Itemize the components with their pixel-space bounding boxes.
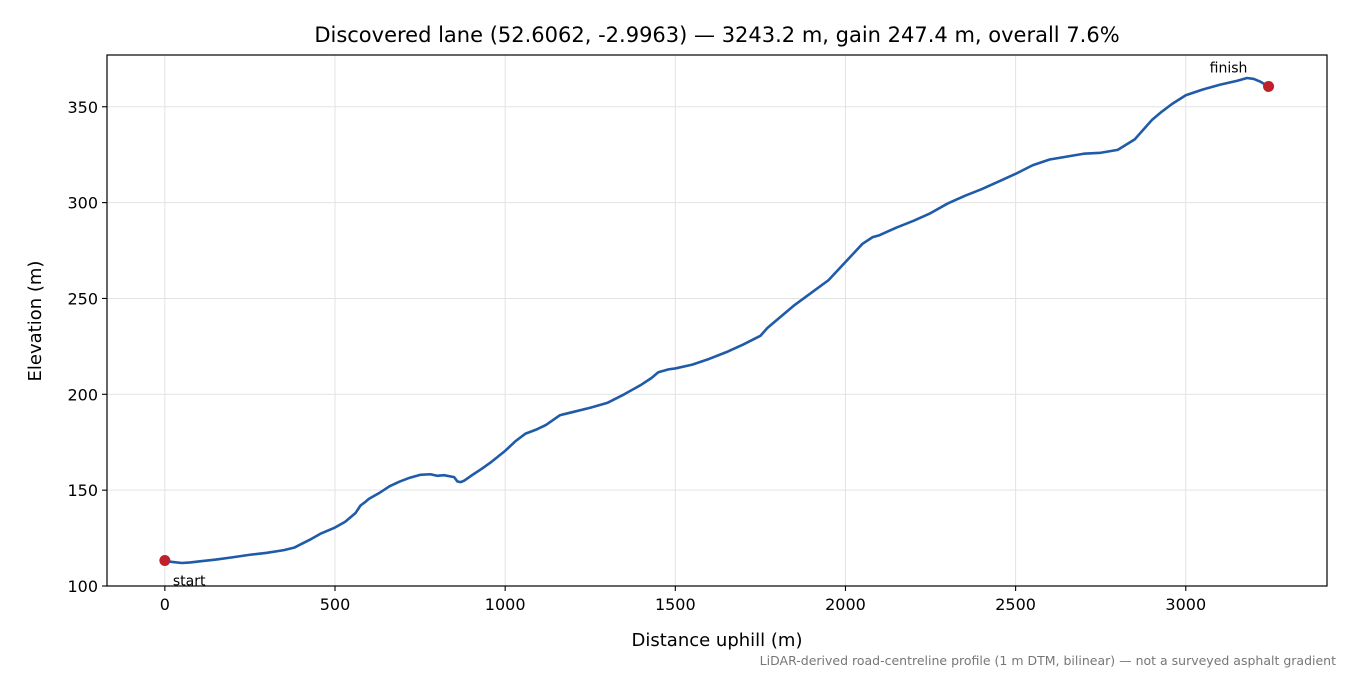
x-axis-ticks: 0 500 1000 1500 2000 2500 3000 bbox=[160, 586, 1206, 614]
x-gridlines bbox=[164, 55, 1187, 586]
footnote: LiDAR-derived road-centreline profile (1… bbox=[760, 653, 1336, 668]
x-axis-label: Distance uphill (m) bbox=[632, 630, 803, 651]
y-tick-label: 150 bbox=[67, 481, 98, 500]
y-gridlines bbox=[107, 106, 1327, 587]
y-axis-ticks: 100 150 200 250 300 350 bbox=[67, 98, 107, 596]
y-axis-label: Elevation (m) bbox=[25, 261, 46, 382]
y-tick-label: 250 bbox=[67, 289, 98, 308]
x-tick-label: 0 bbox=[160, 595, 170, 614]
x-tick-label: 1000 bbox=[485, 595, 526, 614]
y-tick-label: 200 bbox=[67, 385, 98, 404]
finish-marker bbox=[1263, 80, 1275, 92]
start-marker bbox=[159, 555, 171, 567]
finish-label: finish bbox=[1210, 60, 1248, 76]
elevation-profile-line bbox=[163, 76, 1270, 565]
x-tick-label: 1500 bbox=[655, 595, 696, 614]
start-label: start bbox=[173, 574, 206, 590]
y-tick-label: 350 bbox=[67, 98, 98, 117]
x-tick-label: 3000 bbox=[1165, 595, 1206, 614]
plot-area-frame bbox=[106, 54, 1328, 587]
x-tick-label: 2000 bbox=[825, 595, 866, 614]
y-tick-label: 100 bbox=[67, 577, 98, 596]
chart-title: Discovered lane (52.6062, -2.9963) — 324… bbox=[314, 23, 1119, 47]
x-tick-label: 2500 bbox=[995, 595, 1036, 614]
y-tick-label: 300 bbox=[67, 194, 98, 213]
x-tick-label: 500 bbox=[320, 595, 351, 614]
